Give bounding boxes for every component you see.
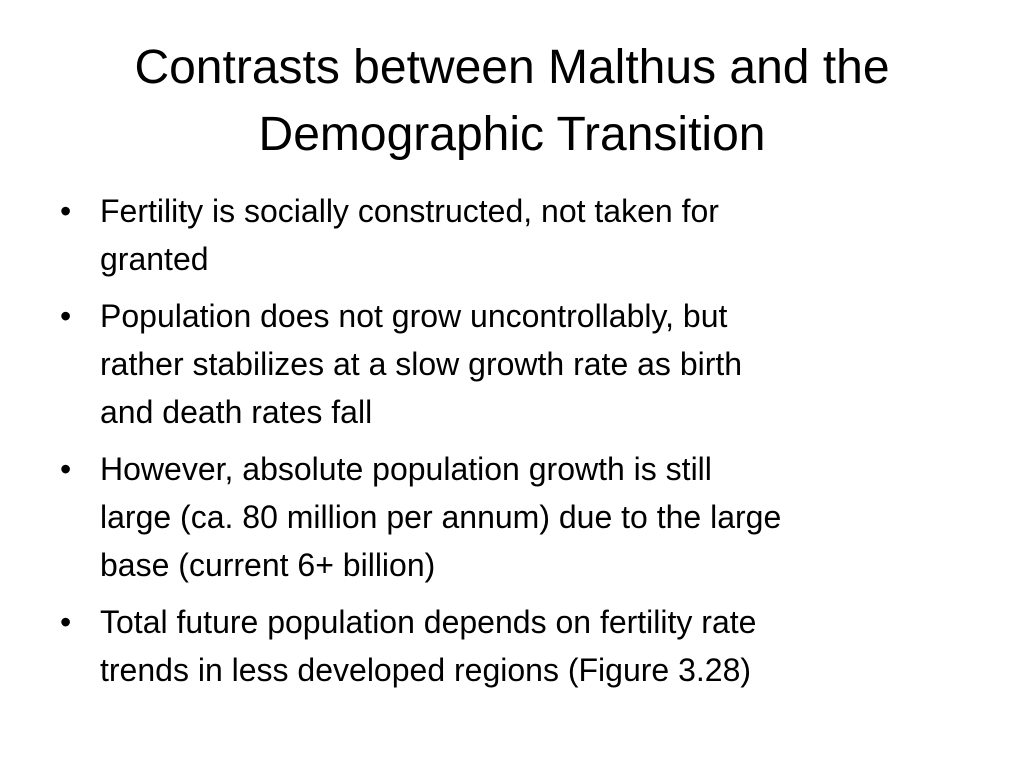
bullet-item: Fertility is socially constructed, not t… bbox=[0, 187, 1024, 283]
bullet-text: However, absolute population growth is s… bbox=[100, 451, 712, 487]
bullet-text: granted bbox=[100, 241, 209, 277]
bullet-item: However, absolute population growth is s… bbox=[0, 445, 1024, 589]
bullet-text: Fertility is socially constructed, not t… bbox=[100, 193, 719, 229]
bullet-item: Total future population depends on ferti… bbox=[0, 598, 1024, 694]
bullet-item: Population does not grow uncontrollably,… bbox=[0, 292, 1024, 436]
bullet-text: Total future population depends on ferti… bbox=[100, 604, 757, 640]
slide-title: Contrasts between Malthus and the Demogr… bbox=[134, 41, 890, 161]
bullet-text: trends in less developed regions (Figure… bbox=[100, 652, 752, 688]
bullet-text: Population does not grow uncontrollably,… bbox=[100, 298, 728, 334]
bullet-list: Fertility is socially constructed, not t… bbox=[0, 187, 1024, 703]
bullet-text: base (current 6+ billion) bbox=[100, 547, 436, 583]
bullet-text: large (ca. 80 million per annum) due to … bbox=[100, 499, 782, 535]
bullet-text: and death rates fall bbox=[100, 394, 373, 430]
bullet-text: rather stabilizes at a slow growth rate … bbox=[100, 346, 743, 382]
